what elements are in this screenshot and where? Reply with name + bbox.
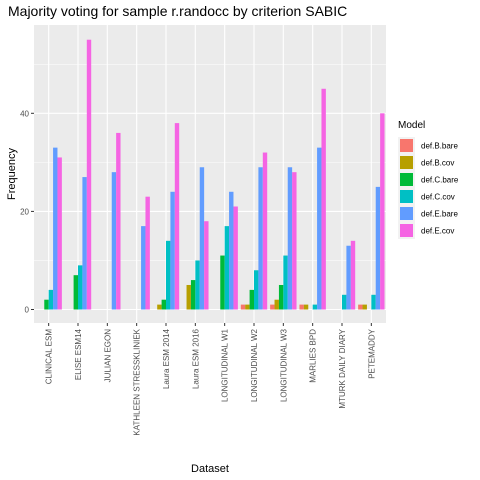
bar [362,304,367,310]
legend-label: def.E.bare [421,210,458,219]
bar [53,147,58,310]
bar [195,260,200,310]
x-tick-label: MTURK DAILY DIARY [338,328,347,408]
bar [141,226,146,310]
bar [350,240,356,310]
bar [342,294,347,310]
y-axis-title: Frequency [6,148,18,200]
legend-swatch [400,190,413,203]
bar [157,304,162,310]
bar [303,304,309,310]
bar [170,191,175,310]
x-tick-label: CLINICAL ESM [45,329,54,385]
legend-title: Model [398,120,425,131]
bar [292,172,297,310]
y-axis: 0 20 40 [20,109,34,315]
bar [299,304,304,310]
y-tick-label: 20 [20,207,29,216]
bar [287,167,293,310]
x-tick-label: MARLIES BPD [309,329,318,383]
legend: Model def.B.bare def.B.cov def.C.bare def.C… [398,120,459,239]
bar [358,304,363,310]
x-tick-label: LONGITUDINAL W2 [250,328,259,402]
bar [73,275,78,310]
legend-label: def.C.bare [421,176,459,185]
bar [274,299,279,310]
bar [86,39,92,310]
legend-label: def.C.cov [421,193,455,202]
bar [145,196,150,310]
bar [220,255,225,310]
legend-swatch [400,173,413,186]
bars [44,39,385,310]
bar [224,226,230,310]
bar [161,299,166,310]
bar [375,186,381,310]
x-tick-label: ELISE ESM14 [74,328,83,380]
bar [270,304,275,310]
bar [111,172,117,310]
bar [240,304,246,310]
bar [186,284,191,310]
bar [380,113,385,310]
x-tick-label: PETEMADDY [367,328,376,378]
bar [166,240,171,310]
x-axis-title: Dataset [191,463,229,475]
x-tick-label: Laura ESM 2016 [191,328,200,389]
bar [278,284,284,310]
bar [57,157,62,310]
legend-swatch [400,207,413,220]
bar [249,289,254,310]
bar [371,294,376,310]
x-tick-label: JULIAN EGON [103,329,112,383]
legend-label: def.E.cov [421,227,454,236]
bar [116,132,121,310]
x-axis: CLINICAL ESM ELISE ESM14 JULIAN EGON KATHLE… [45,323,376,436]
bar [199,167,205,310]
bar [174,123,180,310]
x-tick-label: KATHLEEN STRESSKLINIEK [133,328,142,435]
y-tick-label: 0 [25,306,30,315]
bar [321,88,326,310]
x-tick-label: LONGITUDINAL W3 [279,328,288,402]
legend-swatch [400,156,413,169]
bar [229,191,234,310]
x-tick-label: LONGITUDINAL W1 [221,328,230,402]
bar [78,265,83,310]
y-tick-label: 40 [20,109,29,118]
bar [44,299,49,310]
bar [190,280,196,310]
bar [312,304,318,310]
bar [48,289,54,310]
bar [254,270,259,310]
legend-label: def.B.bare [421,142,458,151]
bar [245,304,250,310]
bar [283,255,288,310]
legend-swatch [400,224,413,237]
legend-swatch [400,139,413,152]
chart-title: Majority voting for sample r.randocc by … [8,3,347,19]
plot-panel [34,25,386,323]
x-tick-label: Laura ESM 2014 [162,328,171,389]
bar [258,167,263,310]
bar [317,147,322,310]
bar [204,221,209,310]
bar [82,177,87,310]
bar [233,206,238,310]
legend-label: def.B.cov [421,159,454,168]
bar [262,152,268,310]
bar [346,245,351,310]
